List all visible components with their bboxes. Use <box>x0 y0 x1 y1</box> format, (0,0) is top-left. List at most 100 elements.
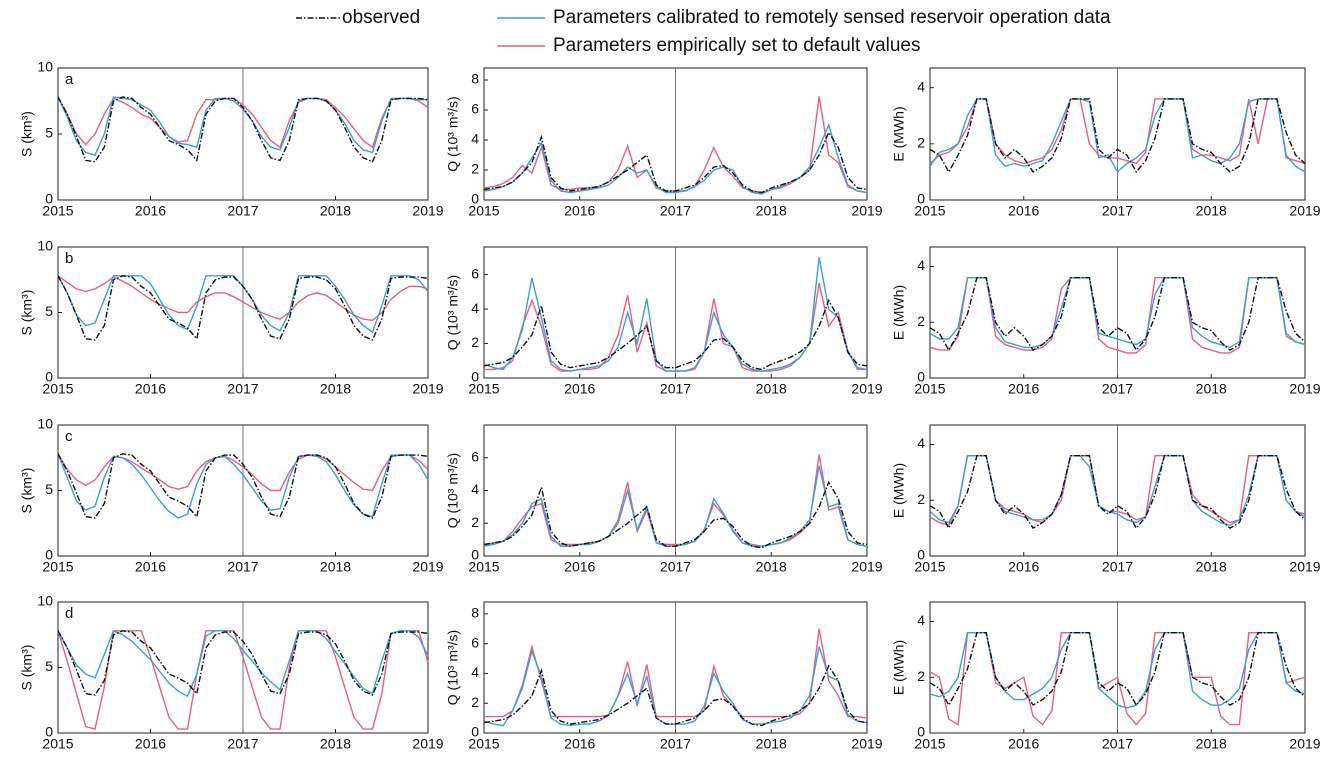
y-tick-label: 4 <box>471 664 479 680</box>
series-line <box>57 275 429 322</box>
x-tick-label: 2015 <box>468 736 499 752</box>
x-tick-label: 2016 <box>1008 736 1039 752</box>
x-tick-label: 2015 <box>42 736 73 752</box>
y-axis-label: E (MWh) <box>891 463 907 518</box>
x-tick-label: 2015 <box>468 381 499 397</box>
y-tick-label: 6 <box>471 634 479 650</box>
x-tick-label: 2018 <box>756 559 787 575</box>
y-axis-label: Q (10³ m³/s) <box>445 96 461 171</box>
x-tick-label: 2017 <box>227 203 258 219</box>
panel-label: c <box>65 428 73 445</box>
x-tick-label: 2018 <box>756 203 787 219</box>
y-tick-label: 5 <box>45 303 53 319</box>
series-line <box>57 630 429 696</box>
y-axis-label: Q (10³ m³/s) <box>445 453 461 528</box>
y-tick-label: 4 <box>471 481 479 497</box>
panel: 2015 2016 2017 2018 2019 0 2 4 6 Q (10³ m³/s) <box>445 424 883 575</box>
x-tick-label: 2016 <box>135 736 166 752</box>
x-tick-label: 2019 <box>1289 559 1320 575</box>
x-tick-label: 2018 <box>1196 381 1227 397</box>
x-tick-label: 2015 <box>914 381 945 397</box>
y-axis-label: E (MWh) <box>891 640 907 695</box>
y-axis-label: S (km³) <box>19 290 35 336</box>
x-tick-label: 2019 <box>851 203 882 219</box>
x-tick-label: 2019 <box>412 381 443 397</box>
x-tick-label: 2018 <box>1196 203 1227 219</box>
y-tick-label: 6 <box>471 448 479 464</box>
y-tick-label: 4 <box>917 257 925 273</box>
y-tick-label: 2 <box>471 334 479 350</box>
y-tick-label: 2 <box>917 135 925 151</box>
y-tick-label: 0 <box>471 547 479 563</box>
x-tick-label: 2019 <box>412 736 443 752</box>
y-axis-label: Q (10³ m³/s) <box>445 630 461 705</box>
y-tick-label: 8 <box>471 71 479 87</box>
panel: 2015 2016 2017 2018 2019 0 5 10 S (km³) b <box>19 238 444 397</box>
x-tick-label: 2015 <box>468 203 499 219</box>
y-tick-label: 2 <box>471 694 479 710</box>
y-tick-label: 5 <box>45 125 53 141</box>
panel: 2015 2016 2017 2018 2019 0 2 4 6 8 Q (10³ m³/s) <box>445 601 883 752</box>
y-tick-label: 10 <box>37 593 53 609</box>
y-tick-label: 6 <box>471 265 479 281</box>
x-tick-label: 2019 <box>412 203 443 219</box>
panel-label: b <box>65 250 73 267</box>
x-tick-label: 2017 <box>660 381 691 397</box>
series-line <box>929 98 1306 174</box>
x-tick-label: 2016 <box>135 559 166 575</box>
x-tick-label: 2019 <box>851 736 882 752</box>
series-line <box>929 632 1306 709</box>
y-tick-label: 0 <box>917 547 925 563</box>
panel-label: d <box>65 605 73 622</box>
series-line <box>57 453 429 519</box>
series-line <box>57 275 429 341</box>
series-line <box>483 664 868 727</box>
x-tick-label: 2016 <box>135 381 166 397</box>
series-line <box>57 96 429 149</box>
x-tick-label: 2016 <box>564 736 595 752</box>
x-tick-label: 2019 <box>851 559 882 575</box>
x-tick-label: 2015 <box>468 559 499 575</box>
y-tick-label: 10 <box>37 416 53 432</box>
y-tick-label: 4 <box>917 78 925 94</box>
y-tick-label: 10 <box>37 238 53 254</box>
series-line <box>929 277 1306 349</box>
y-axis-label: Q (10³ m³/s) <box>445 275 461 350</box>
x-tick-label: 2017 <box>660 559 691 575</box>
panel: 2015 2016 2017 2018 2019 0 2 4 6 8 Q (10³ m³/s) <box>445 67 883 219</box>
x-tick-label: 2018 <box>320 736 351 752</box>
y-tick-label: 0 <box>471 191 479 207</box>
x-tick-label: 2016 <box>1008 559 1039 575</box>
y-axis-label: S (km³) <box>19 468 35 514</box>
panel: 2015 2016 2017 2018 2019 0 2 4 E (MWh) <box>891 601 1321 752</box>
x-tick-label: 2017 <box>1102 381 1133 397</box>
y-tick-label: 0 <box>917 369 925 385</box>
legend-label: observed <box>342 7 420 28</box>
x-tick-label: 2017 <box>1102 203 1133 219</box>
y-tick-label: 0 <box>471 724 479 740</box>
x-tick-label: 2018 <box>756 381 787 397</box>
x-tick-label: 2015 <box>42 559 73 575</box>
y-tick-label: 0 <box>45 724 53 740</box>
x-tick-label: 2016 <box>1008 203 1039 219</box>
x-tick-label: 2018 <box>1196 736 1227 752</box>
y-tick-label: 0 <box>45 191 53 207</box>
x-tick-label: 2017 <box>1102 559 1133 575</box>
panel: 2015 2016 2017 2018 2019 0 5 10 S (km³) c <box>19 416 444 575</box>
x-tick-label: 2015 <box>914 203 945 219</box>
x-tick-label: 2019 <box>1289 203 1320 219</box>
y-tick-label: 0 <box>917 724 925 740</box>
legend-label: Parameters calibrated to remotely sensed… <box>553 7 1111 28</box>
x-tick-label: 2017 <box>1102 736 1133 752</box>
x-tick-label: 2017 <box>227 559 258 575</box>
y-tick-label: 4 <box>917 435 925 451</box>
y-tick-label: 4 <box>471 131 479 147</box>
y-axis-label: S (km³) <box>19 111 35 157</box>
y-tick-label: 5 <box>45 658 53 674</box>
x-tick-label: 2017 <box>227 736 258 752</box>
series-line <box>57 630 429 730</box>
panel: 2015 2016 2017 2018 2019 0 2 4 E (MWh) <box>891 67 1321 219</box>
x-tick-label: 2017 <box>227 381 258 397</box>
y-tick-label: 2 <box>917 313 925 329</box>
panel: 2015 2016 2017 2018 2019 0 5 10 S (km³) a <box>19 59 444 219</box>
